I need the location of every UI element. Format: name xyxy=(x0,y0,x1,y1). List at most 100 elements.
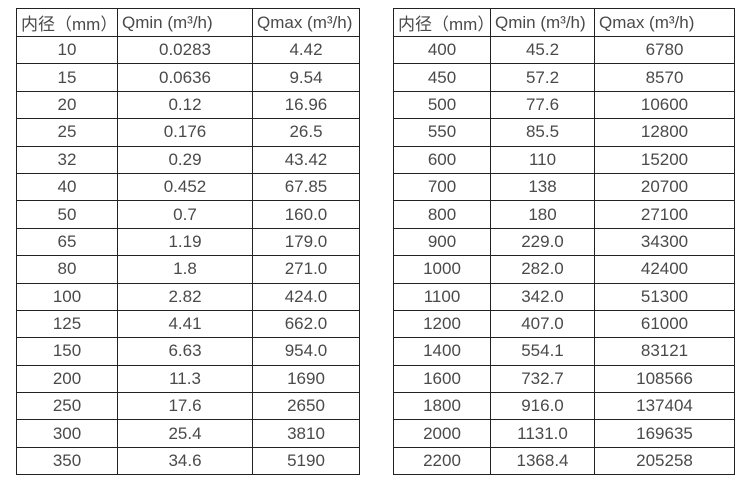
table-row: 700 138 20700 xyxy=(393,172,735,202)
table-row: 200 11.3 1690 xyxy=(16,364,360,394)
table-cell: 26.5 xyxy=(252,118,360,147)
table-cell: 15 xyxy=(16,63,118,92)
table-cell: 137404 xyxy=(594,392,735,421)
column-header: Qmax (m³/h) xyxy=(252,8,360,37)
table-row: 32 0.29 43.42 xyxy=(16,145,360,174)
table-cell: 6780 xyxy=(594,35,735,65)
table-cell: 8570 xyxy=(594,63,735,92)
table-cell: 57.2 xyxy=(490,63,595,92)
table-cell: 27100 xyxy=(594,200,735,229)
table-cell: 1000 xyxy=(393,255,491,284)
table-cell: 138 xyxy=(490,172,595,202)
table-row: 400 45.2 6780 xyxy=(393,35,735,65)
table-cell: 600 xyxy=(393,145,491,174)
table-row: 450 57.2 8570 xyxy=(393,63,735,92)
table-row: 2000 1131.0 169635 xyxy=(393,419,735,448)
table-row: 1000 282.0 42400 xyxy=(393,255,735,284)
table-cell: 0.0636 xyxy=(117,63,253,92)
table-cell: 1.19 xyxy=(117,227,253,257)
table-cell: 200 xyxy=(16,364,118,394)
table-row: 2200 1368.4 205258 xyxy=(393,446,735,476)
table-cell: 179.0 xyxy=(252,227,360,257)
table-cell: 229.0 xyxy=(490,227,595,257)
table-cell: 700 xyxy=(393,172,491,202)
column-header: 内径（mm） xyxy=(393,8,491,37)
table-cell: 500 xyxy=(393,90,491,120)
column-header: Qmin (m³/h) xyxy=(490,8,595,37)
table-row: 1800 916.0 137404 xyxy=(393,392,735,421)
table-cell: 20700 xyxy=(594,172,735,202)
table-cell: 34.6 xyxy=(117,446,253,476)
table-cell: 34300 xyxy=(594,227,735,257)
table-cell: 424.0 xyxy=(252,282,360,311)
table-cell: 800 xyxy=(393,200,491,229)
table-cell: 400 xyxy=(393,35,491,65)
table-cell: 125 xyxy=(16,309,118,339)
table-row: 15 0.0636 9.54 xyxy=(16,63,360,92)
table-row: 50 0.7 160.0 xyxy=(16,200,360,229)
table-row: 25 0.176 26.5 xyxy=(16,118,360,147)
table-cell: 12800 xyxy=(594,118,735,147)
table-cell: 954.0 xyxy=(252,337,360,366)
table-cell: 80 xyxy=(16,255,118,284)
table-row: 800 180 27100 xyxy=(393,200,735,229)
table-row: 100 2.82 424.0 xyxy=(16,282,360,311)
table-cell: 4.42 xyxy=(252,35,360,65)
table-cell: 42400 xyxy=(594,255,735,284)
table-cell: 5190 xyxy=(252,446,360,476)
table-cell: 6.63 xyxy=(117,337,253,366)
table-cell: 271.0 xyxy=(252,255,360,284)
table-cell: 83121 xyxy=(594,337,735,366)
column-header: Qmax (m³/h) xyxy=(594,8,735,37)
table-cell: 4.41 xyxy=(117,309,253,339)
table-cell: 900 xyxy=(393,227,491,257)
table-cell: 17.6 xyxy=(117,392,253,421)
table-cell: 250 xyxy=(16,392,118,421)
table-row: 600 110 15200 xyxy=(393,145,735,174)
table-cell: 77.6 xyxy=(490,90,595,120)
table-row: 1400 554.1 83121 xyxy=(393,337,735,366)
table-cell: 9.54 xyxy=(252,63,360,92)
table-header-row: 内径（mm） Qmin (m³/h) Qmax (m³/h) xyxy=(16,8,360,37)
table-row: 500 77.6 10600 xyxy=(393,90,735,120)
table-cell: 51300 xyxy=(594,282,735,311)
table-row: 900 229.0 34300 xyxy=(393,227,735,257)
table-row: 10 0.0283 4.42 xyxy=(16,35,360,65)
table-cell: 2000 xyxy=(393,419,491,448)
table-cell: 1400 xyxy=(393,337,491,366)
table-row: 80 1.8 271.0 xyxy=(16,255,360,284)
table-cell: 732.7 xyxy=(490,364,595,394)
table-cell: 25 xyxy=(16,118,118,147)
table-cell: 1200 xyxy=(393,309,491,339)
table-cell: 169635 xyxy=(594,419,735,448)
column-header: 内径（mm） xyxy=(16,8,118,37)
table-cell: 85.5 xyxy=(490,118,595,147)
table-cell: 1690 xyxy=(252,364,360,394)
table-cell: 15200 xyxy=(594,145,735,174)
table-cell: 916.0 xyxy=(490,392,595,421)
table-cell: 2650 xyxy=(252,392,360,421)
table-row: 40 0.452 67.85 xyxy=(16,172,360,202)
table-cell: 0.29 xyxy=(117,145,253,174)
table-cell: 1600 xyxy=(393,364,491,394)
table-cell: 2200 xyxy=(393,446,491,476)
table-cell: 50 xyxy=(16,200,118,229)
table-row: 150 6.63 954.0 xyxy=(16,337,360,366)
table-cell: 16.96 xyxy=(252,90,360,120)
table-cell: 110 xyxy=(490,145,595,174)
table-cell: 407.0 xyxy=(490,309,595,339)
table-cell: 205258 xyxy=(594,446,735,476)
flow-table-large-diameters: 内径（mm） Qmin (m³/h) Qmax (m³/h) 400 45.2 6780… xyxy=(393,8,735,476)
table-cell: 1800 xyxy=(393,392,491,421)
table-cell: 11.3 xyxy=(117,364,253,394)
table-cell: 150 xyxy=(16,337,118,366)
table-row: 250 17.6 2650 xyxy=(16,392,360,421)
table-row: 350 34.6 5190 xyxy=(16,446,360,476)
table-row: 20 0.12 16.96 xyxy=(16,90,360,120)
table-header-row: 内径（mm） Qmin (m³/h) Qmax (m³/h) xyxy=(393,8,735,37)
table-cell: 1100 xyxy=(393,282,491,311)
table-cell: 10 xyxy=(16,35,118,65)
table-cell: 10600 xyxy=(594,90,735,120)
column-header: Qmin (m³/h) xyxy=(117,8,253,37)
table-cell: 0.12 xyxy=(117,90,253,120)
